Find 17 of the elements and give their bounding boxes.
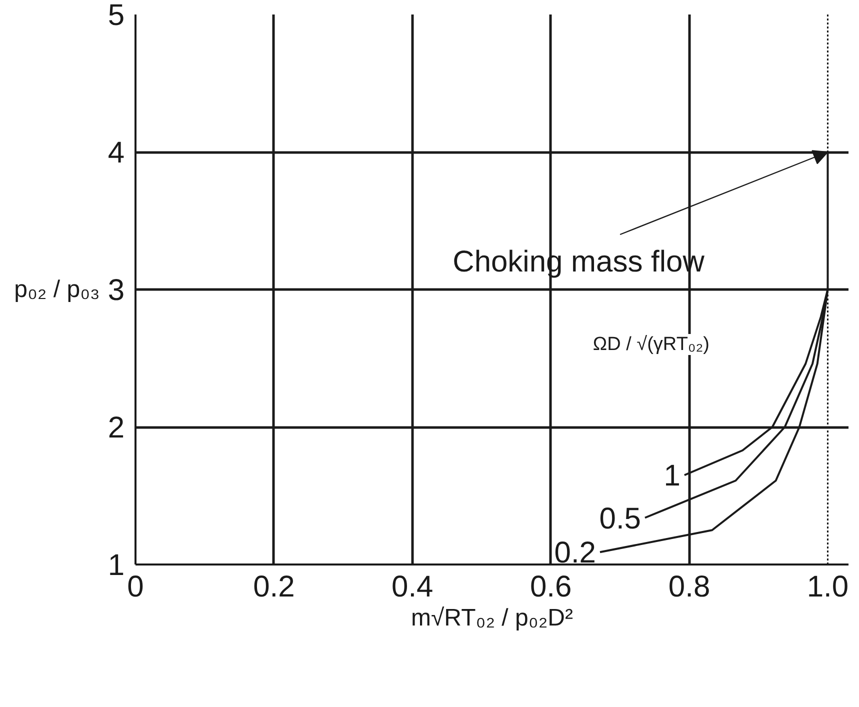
y-tick-label: 3: [108, 274, 125, 307]
x-tick-label: 0.2: [253, 570, 295, 604]
x-tick-label: 0.4: [392, 570, 434, 604]
series-label: 0.2: [554, 536, 596, 570]
x-tick-label: 0.6: [530, 570, 572, 604]
y-tick-label: 4: [108, 136, 125, 170]
y-tick-label: 5: [108, 0, 125, 32]
y-tick-label: 2: [108, 412, 125, 444]
legend-title: ΩD / √(γRT₀₂): [592, 334, 710, 355]
x-axis-title: m√RT₀₂ / p₀₂D²: [411, 604, 573, 632]
series-label: 0.5: [599, 502, 641, 536]
x-tick-label: 1.0: [806, 570, 849, 604]
y-axis-title: p₀₂ / p₀₃: [14, 276, 100, 303]
y-tick-label: 1: [108, 549, 125, 582]
x-tick-label: 0: [127, 570, 144, 604]
x-tick-label: 0.8: [668, 570, 710, 604]
series-label: 1: [664, 460, 680, 493]
